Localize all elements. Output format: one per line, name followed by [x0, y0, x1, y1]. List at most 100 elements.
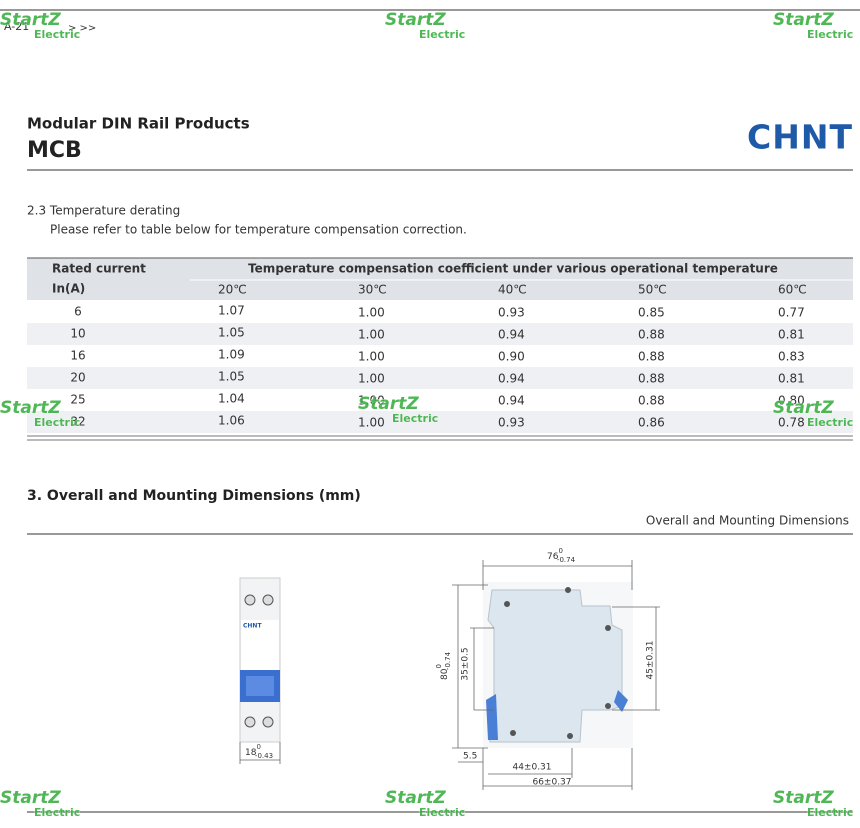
watermark-brand: StartZ: [773, 10, 834, 30]
watermark-sub: Electric: [34, 806, 80, 819]
section-note: Please refer to table below for temperat…: [50, 223, 467, 237]
cell: 25: [70, 393, 85, 407]
table-header-bg: [27, 258, 853, 300]
cell: 1.00: [358, 306, 385, 320]
cell: 1.00: [358, 328, 385, 342]
temp-header: 30℃: [358, 283, 387, 297]
dim-lower: -0.74: [444, 651, 452, 670]
cell: 0.88: [638, 394, 665, 408]
watermark-sub: Electric: [34, 416, 80, 429]
category: Modular DIN Rail Products: [27, 115, 250, 133]
cell: 0.93: [498, 306, 525, 320]
cell: 0.90: [498, 350, 525, 364]
cell: 0.81: [778, 372, 805, 386]
device-logo: CHNT: [243, 623, 262, 630]
dim-mount: 44±0.31: [512, 763, 551, 773]
col-header: In(A): [52, 282, 85, 296]
temp-header: 60℃: [778, 283, 807, 297]
logo: CHNT: [747, 118, 853, 157]
cell: 1.00: [358, 394, 385, 408]
cell: 1.05: [218, 370, 245, 384]
cell: 0.88: [638, 350, 665, 364]
dim-nominal: 76: [547, 552, 559, 562]
cell: 16: [70, 349, 85, 363]
title: MCB: [27, 138, 82, 163]
watermarks: StartZElectricStartZElectricStartZElectr…: [0, 10, 854, 820]
cell: 1.00: [358, 416, 385, 430]
col-header: Rated current: [52, 262, 146, 276]
cell: 0.94: [498, 394, 525, 408]
cell: 1.05: [218, 326, 245, 340]
cell: 0.81: [778, 328, 805, 342]
watermark-sub: Electric: [807, 416, 853, 429]
cell: 0.83: [778, 350, 805, 364]
cell: 1.00: [358, 372, 385, 386]
device-front: CHNT: [239, 577, 281, 764]
watermark-sub: Electric: [419, 806, 465, 819]
group-header: Temperature compensation coefficient und…: [248, 262, 778, 276]
dim-upper: 0: [435, 664, 443, 668]
dim-upper: 0: [558, 547, 562, 555]
temp-header: 20℃: [218, 283, 247, 297]
cell: 0.78: [778, 416, 805, 430]
watermark-brand: StartZ: [0, 398, 61, 418]
cell: 0.80: [778, 394, 805, 408]
dim-nominal: 80: [440, 668, 450, 680]
row-bg: [27, 367, 853, 389]
cell: 0.86: [638, 416, 665, 430]
section-heading: 2.3 Temperature derating: [27, 204, 180, 218]
dim-depth: 760 -0.74: [547, 547, 576, 564]
cell: 1.04: [218, 392, 245, 406]
dim-overall: 66±0.37: [532, 778, 571, 788]
dim-rail-offset: 35±0.5: [461, 647, 471, 680]
cell: 0.94: [498, 372, 525, 386]
nav: > >>: [68, 23, 96, 34]
dim-rail-height: 45±0.31: [646, 640, 656, 679]
cell: 20: [70, 371, 85, 385]
row-bg: [27, 323, 853, 345]
device-side: [452, 560, 660, 790]
row-bg: [27, 411, 853, 433]
temp-header: 40℃: [498, 283, 527, 297]
watermark-sub: Electric: [34, 28, 80, 41]
watermark-brand: StartZ: [385, 788, 446, 808]
cell: 1.00: [358, 350, 385, 364]
watermark-brand: StartZ: [0, 10, 61, 30]
watermark-brand: StartZ: [773, 788, 834, 808]
cell: 0.93: [498, 416, 525, 430]
watermark-brand: StartZ: [773, 398, 834, 418]
temp-header: 50℃: [638, 283, 667, 297]
cell: 0.85: [638, 306, 665, 320]
cell: 0.77: [778, 306, 805, 320]
watermark-sub: Electric: [419, 28, 465, 41]
caption: Overall and Mounting Dimensions: [646, 514, 849, 528]
watermark-sub: Electric: [807, 28, 853, 41]
cell: 0.88: [638, 372, 665, 386]
dim-front: 180 -0.43: [245, 743, 273, 760]
cell: 0.88: [638, 328, 665, 342]
watermark-brand: StartZ: [385, 10, 446, 30]
page-code: A-21: [4, 20, 29, 33]
watermark-sub: Electric: [807, 806, 853, 819]
cell: 10: [70, 327, 85, 341]
section-heading: 3. Overall and Mounting Dimensions (mm): [27, 488, 361, 504]
dim-height: 800-0.74: [435, 651, 452, 680]
cell: 1.07: [218, 304, 245, 318]
cell: 32: [70, 415, 85, 429]
watermark-sub: Electric: [392, 412, 438, 425]
cell: 0.94: [498, 328, 525, 342]
cell: 1.09: [218, 348, 245, 362]
dim-lower: -0.74: [557, 556, 576, 564]
dim-upper: 0: [256, 743, 260, 751]
dim-lower: -0.43: [255, 752, 273, 760]
table-body: 20℃ 30℃ 40℃ 50℃ 60℃ 6 1.07 1.00 0.93 0.85 0.77 10 1.…: [27, 283, 853, 433]
